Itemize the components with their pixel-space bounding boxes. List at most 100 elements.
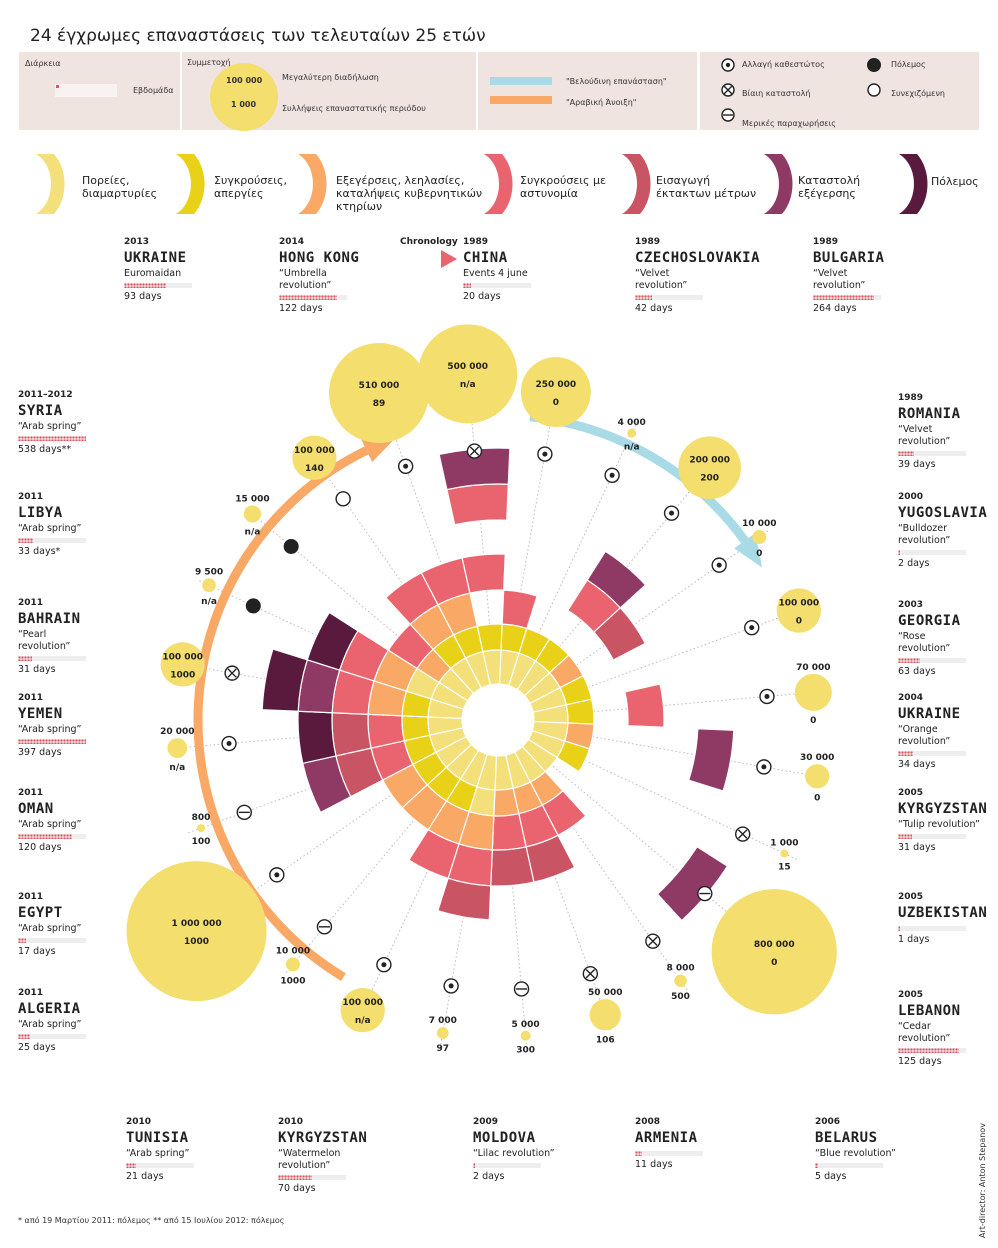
duration-bar xyxy=(18,938,86,943)
participation-bubble xyxy=(752,530,767,545)
card-days: 1 days xyxy=(898,934,930,945)
participants-label: 100 000 xyxy=(162,652,203,662)
card-country: BELARUS xyxy=(815,1130,878,1146)
ring-segment xyxy=(420,557,471,606)
card-revolution-name: “Arab spring” xyxy=(18,523,82,534)
duration-bar-fill xyxy=(279,295,337,300)
category-label: Καταστολή εξέγερσης xyxy=(798,174,861,200)
spoke-line xyxy=(543,758,752,933)
outcome-regime-icon xyxy=(537,446,553,462)
card-revolution-name: “Pearl revolution” xyxy=(18,629,71,652)
ongoing-icon xyxy=(867,83,881,97)
card-revolution-name: “Watermelon revolution” xyxy=(278,1148,341,1171)
card-country: MOLDOVA xyxy=(473,1130,536,1146)
card-days: 39 days xyxy=(898,459,936,470)
credit: Art-director: Anton Stepanov xyxy=(978,1123,987,1238)
category-label: Εισαγωγή έκτακτων μέτρων xyxy=(656,174,757,200)
participation-bubble xyxy=(776,588,821,633)
duration-bar-fill xyxy=(473,1163,476,1168)
card-year: 2008 xyxy=(635,1117,661,1127)
card-country: HONG KONG xyxy=(279,250,360,266)
ring-segment xyxy=(556,740,591,773)
spoke-line xyxy=(554,606,809,700)
legend-circle xyxy=(210,63,278,131)
duration-bar xyxy=(18,834,86,839)
card-days: 33 days* xyxy=(18,546,61,557)
card-year: 2005 xyxy=(898,990,924,1000)
card-revolution-name: “Lilac revolution” xyxy=(473,1148,555,1159)
week-bar xyxy=(55,84,117,97)
spoke-line xyxy=(536,466,711,675)
participants-label: 1 000 xyxy=(770,839,798,849)
duration-bar-fill xyxy=(815,1163,819,1168)
outcome-regime-icon xyxy=(376,957,392,973)
duration-bar-fill xyxy=(635,295,652,300)
country-card: 2011 BAHRAIN “Pearl revolution” 31 days xyxy=(18,598,188,675)
spoke-line xyxy=(552,744,798,860)
card-country: KYRGYZSTAN xyxy=(278,1130,368,1146)
outcome-regime-icon xyxy=(663,505,680,521)
participants-label: 100 000 xyxy=(778,599,819,609)
country-card: 1989 CZECHOSLOVAKIA “Velvet revolution” 42 … xyxy=(635,237,805,314)
card-days: 397 days xyxy=(18,747,62,758)
partial-concessions-label: Μερικές παραχωρήσεις xyxy=(742,119,836,128)
wine-wedge-icon xyxy=(899,154,928,214)
outcome-regime-icon xyxy=(269,867,285,883)
arrests-label: n/a xyxy=(355,1016,371,1026)
card-revolution-name: “Cedar revolution” xyxy=(898,1021,951,1044)
card-days: 2 days xyxy=(473,1171,505,1182)
card-days: 122 days xyxy=(279,303,323,314)
week-label: Εβδομάδα xyxy=(133,86,174,95)
pink-wedge-icon xyxy=(484,154,513,214)
regime-change-icon xyxy=(721,58,735,72)
participation-bubble xyxy=(674,974,687,987)
category-label: Συγκρούσεις με αστυνομία xyxy=(520,174,606,200)
card-revolution-name: “Rose revolution” xyxy=(898,631,951,654)
country-card: 2013 UKRAINE Euromaidan 93 days xyxy=(124,237,294,302)
card-days: 2 days xyxy=(898,558,930,569)
card-days: 20 days xyxy=(463,291,501,302)
card-country: LEBANON xyxy=(898,1003,961,1019)
duration-bar xyxy=(18,739,86,744)
spoke-line xyxy=(557,690,827,716)
outcome-violent-icon xyxy=(582,966,599,982)
card-year: 2005 xyxy=(898,892,924,902)
country-card: 2008 ARMENIA 11 days xyxy=(635,1117,805,1170)
duration-bar xyxy=(898,658,966,663)
arrests-label: 0 xyxy=(796,617,802,627)
ring-segment xyxy=(490,846,535,887)
card-country: BULGARIA xyxy=(813,250,885,266)
card-days: 5 days xyxy=(815,1171,847,1182)
card-year: 2000 xyxy=(898,492,924,502)
card-days: 31 days xyxy=(898,842,936,853)
legend-duration-panel: Διάρκεια Εβδομάδα xyxy=(19,52,180,130)
card-days: 34 days xyxy=(898,759,936,770)
legend-max-participation: 100 000 xyxy=(226,76,263,85)
arrests-label: 300 xyxy=(516,1046,535,1056)
arrests-label: 0 xyxy=(553,398,559,408)
card-country: EGYPT xyxy=(18,905,63,921)
ring-segment xyxy=(306,611,359,671)
war-icon xyxy=(867,58,881,72)
arab-label: "Αραβική Άνοιξη" xyxy=(566,98,637,107)
outcome-violent-icon xyxy=(466,443,483,459)
duration-bar-fill xyxy=(18,739,86,744)
regime-change-label: Αλλαγή καθεστώτος xyxy=(742,60,825,69)
card-revolution-name: “Arab spring” xyxy=(18,724,82,735)
participants-label: 510 000 xyxy=(359,381,400,391)
card-days: 31 days xyxy=(18,664,56,675)
legend-outcome-panel: Αλλαγή καθεστώτος Βίαιη καταστολή Μερικέ… xyxy=(700,52,979,130)
country-card: 2009 MOLDOVA “Lilac revolution” 2 days xyxy=(473,1117,643,1182)
ongoing-label: Συνεχιζόμενη xyxy=(891,89,946,98)
chronology-label: Chronology xyxy=(400,237,458,247)
duration-bar xyxy=(898,834,966,839)
orange-wedge-icon xyxy=(298,154,327,214)
outcome-partial-icon xyxy=(316,919,333,935)
spoke-line xyxy=(546,530,769,686)
country-card: 1989 CHINA Events 4 june 20 days xyxy=(463,237,633,302)
participation-bubble xyxy=(202,578,216,593)
chronology-arrow-icon xyxy=(441,250,457,268)
velvet-swatch xyxy=(490,77,552,85)
card-year: 2011 xyxy=(18,788,44,798)
duration-bar xyxy=(18,436,86,441)
